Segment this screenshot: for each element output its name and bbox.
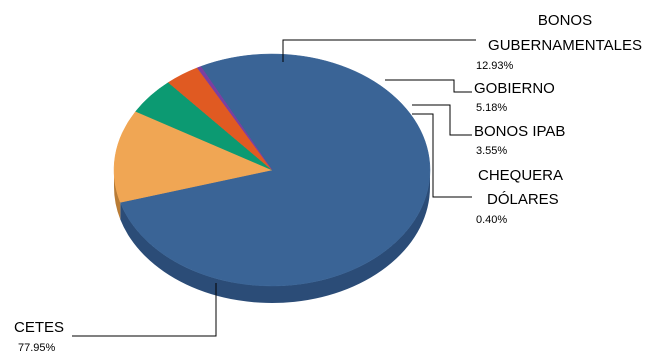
leader-line-cetes [72,283,217,337]
slice-value-chequera-dolares: 0.40% [476,214,507,226]
pie-slice-chequera-dolares [196,66,273,171]
slice-value-bonos-ipab: 3.55% [476,145,507,157]
slice-label-gobierno: GOBIERNO [474,80,555,97]
slice-label-bonos-gubernamentales-line-2: GUBERNAMENTALES [488,37,642,54]
slice-label-chequera-dolares-line-2: DÓLARES [487,191,559,208]
slice-value-gobierno: 5.18% [476,102,507,114]
slice-labels: CETES 77.95% BONOS GUBERNAMENTALES 12.93% GOB… [14,12,642,353]
pie-side-bonos-gubernamentales [114,170,121,220]
leader-line-bonos-ipab [412,104,472,136]
slice-label-chequera-dolares-line-1: CHEQUERA [478,167,563,184]
leader-line-chequera-dolares [412,113,472,198]
pie-top [113,53,431,287]
pie-slice-cetes [119,53,431,287]
slice-value-bonos-gubernamentales: 12.93% [476,60,514,72]
leader-line-bonos-gubernamentales [282,39,476,62]
slice-label-bonos-gubernamentales-line-1: BONOS [538,12,592,29]
slice-label-cetes: CETES [14,319,64,336]
slice-value-cetes: 77.95% [18,342,56,353]
leader-lines [72,39,476,337]
pie-slice-bonos-gubernamentales [113,111,273,203]
leader-line-gobierno [385,79,472,93]
pie-depth [114,170,431,303]
slice-label-bonos-ipab: BONOS IPAB [474,123,565,140]
